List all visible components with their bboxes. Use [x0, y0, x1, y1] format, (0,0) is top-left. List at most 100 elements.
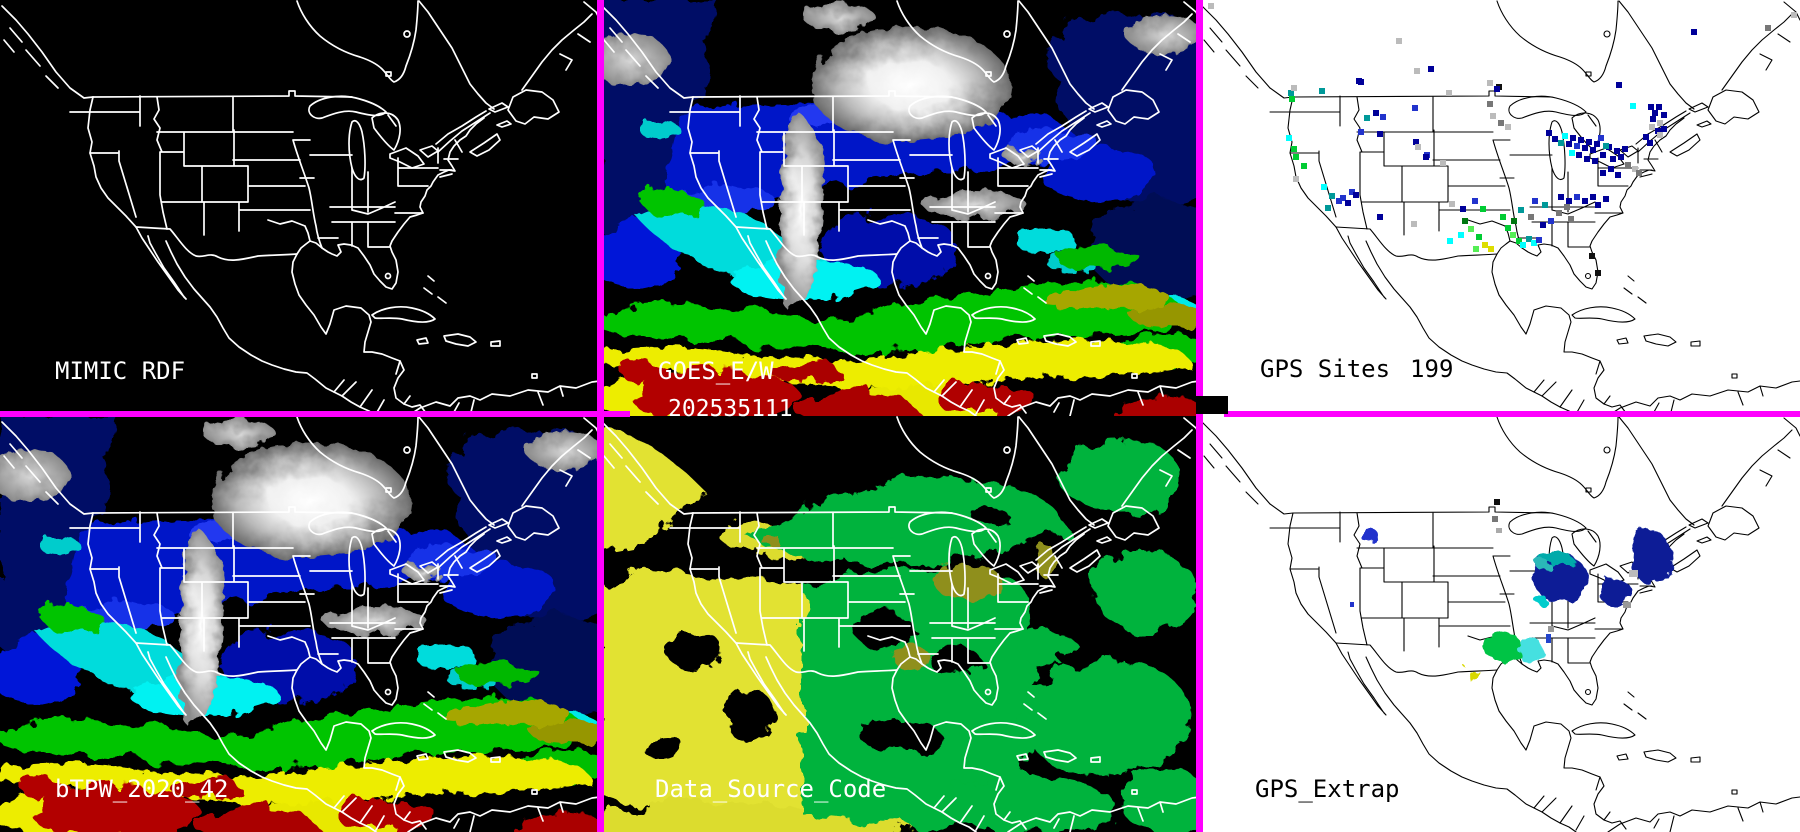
- gps-site-dot: [1291, 146, 1297, 152]
- gps-site-dot: [1380, 114, 1386, 120]
- gps-site-dot: [1552, 136, 1558, 142]
- gps-site-dot: [1480, 206, 1486, 212]
- gps-site-dot: [1423, 154, 1429, 160]
- gps-site-dot: [1526, 236, 1532, 242]
- gps-site-dot: [1618, 154, 1624, 160]
- gps-site-dot: [1528, 214, 1534, 220]
- gps-site-dot: [1546, 130, 1552, 136]
- gps-site-dot: [1286, 135, 1292, 141]
- gps-site-dot: [1293, 154, 1299, 160]
- gps-site-dot: [1340, 195, 1346, 201]
- gps-site-dot: [1614, 148, 1620, 154]
- gps-site-dot: [1291, 85, 1297, 91]
- gps-site-dot: [1415, 144, 1421, 150]
- panel-goes-ew[interactable]: GOES_E/W: [600, 0, 1200, 416]
- gps-site-dot: [1578, 137, 1584, 143]
- gps-site-dot: [1564, 204, 1570, 210]
- gps-site-dot: [1652, 110, 1658, 116]
- goes-ew-tpw-map: [600, 0, 1200, 416]
- gps-site-dot: [1482, 242, 1488, 248]
- gps-site-dot: [1603, 143, 1609, 149]
- gps-site-dot: [1498, 120, 1504, 126]
- gps-site-dot: [1472, 198, 1478, 204]
- gps-site-dot: [1656, 104, 1662, 110]
- gps-site-dot: [1576, 152, 1582, 158]
- gps-site-dot: [1364, 115, 1370, 121]
- gps-site-dot: [1440, 160, 1446, 166]
- gps-site-dot: [1657, 132, 1663, 138]
- gps-site-dot: [1657, 120, 1663, 126]
- gps-site-dot: [1414, 68, 1420, 74]
- gps-site-dot: [1325, 205, 1331, 211]
- gps-site-dot: [1582, 145, 1588, 151]
- gps-site-dot: [1494, 86, 1500, 92]
- gps-site-dot: [1487, 101, 1493, 107]
- gps-site-dot: [1589, 253, 1595, 259]
- gps-site-dot: [1293, 176, 1299, 182]
- gps-site-dot: [1353, 192, 1359, 198]
- gps-site-dot: [1562, 133, 1568, 139]
- gps-site-dot: [1289, 96, 1295, 102]
- gps-site-dot: [1600, 170, 1606, 176]
- gps-site-dot: [1505, 124, 1511, 130]
- btpw-map: [0, 416, 600, 832]
- panel-label-data-source-code: Data_Source_Code: [655, 775, 887, 803]
- gps-site-dot: [1490, 113, 1496, 119]
- gps-site-dot: [1520, 242, 1526, 248]
- gps-site-dot: [1462, 218, 1468, 224]
- gps-site-dot: [1570, 135, 1576, 141]
- panel-btpw[interactable]: bTPW_2020_42: [0, 416, 600, 832]
- gps-site-dot: [1301, 163, 1307, 169]
- gps-site-dot: [1600, 152, 1606, 158]
- gps-site-dot: [1536, 237, 1542, 243]
- gps-site-dot: [1377, 214, 1383, 220]
- gps-site-dot: [1655, 128, 1661, 134]
- gps-site-dot: [1584, 156, 1590, 162]
- panel-data-source-code[interactable]: Data_Source_Code: [600, 416, 1200, 832]
- gps-site-dot: [1428, 66, 1434, 72]
- gps-site-dot: [1598, 135, 1604, 141]
- gps-site-dot: [1636, 170, 1642, 176]
- gps-site-dot: [1643, 134, 1649, 140]
- gps-site-dot: [1556, 210, 1562, 216]
- panel-label-gps-sites: GPS Sites 199: [1260, 356, 1453, 382]
- gps-site-dot: [1488, 246, 1494, 252]
- gps-site-dot: [1208, 3, 1214, 9]
- gps-site-dot: [1319, 88, 1325, 94]
- panel-gps-sites[interactable]: GPS Sites 199: [1200, 0, 1800, 416]
- gps-site-dot: [1511, 218, 1517, 224]
- gps-site-dot: [1548, 218, 1554, 224]
- gps-site-dot: [1358, 129, 1364, 135]
- gps-site-dot: [1590, 147, 1596, 153]
- gps-site-dot: [1358, 79, 1364, 85]
- gps-site-dot: [1582, 198, 1588, 204]
- gps-sites-label-text: GPS Sites: [1260, 355, 1391, 383]
- panel-gps-extrap[interactable]: GPS_Extrap: [1200, 416, 1800, 832]
- gps-site-dot: [1476, 234, 1482, 240]
- panel-label-mimic-rdf: MIMIC RDF: [55, 357, 186, 385]
- gps-site-dot: [1518, 207, 1524, 213]
- gps-site-dot: [1558, 140, 1564, 146]
- gps-site-dot: [1460, 206, 1466, 212]
- gps-site-dot: [1590, 194, 1596, 200]
- gps-site-dot: [1396, 38, 1402, 44]
- gps-site-dot: [1531, 240, 1537, 246]
- gps-site-dot: [1446, 90, 1452, 96]
- gps-site-dot: [1586, 139, 1592, 145]
- gps-site-dot: [1510, 232, 1516, 238]
- panel-label-goes-ew: GOES_E/W: [658, 357, 774, 385]
- horizontal-divider-right-segment: [1224, 411, 1800, 417]
- gps-site-dot: [1447, 238, 1453, 244]
- gps-site-dot: [1321, 184, 1327, 190]
- divider-black-box: [1196, 396, 1228, 414]
- gps-site-dot: [1373, 110, 1379, 116]
- gps-site-dot: [1608, 166, 1614, 172]
- gps-site-dot: [1413, 139, 1419, 145]
- gps-site-dot: [1329, 193, 1335, 199]
- gps-sites-map: [1200, 0, 1800, 416]
- gps-site-dot: [1336, 198, 1342, 204]
- panel-mimic-rdf[interactable]: MIMIC RDF: [0, 0, 600, 416]
- gps-site-dot: [1691, 29, 1697, 35]
- gps-site-dot: [1647, 140, 1653, 146]
